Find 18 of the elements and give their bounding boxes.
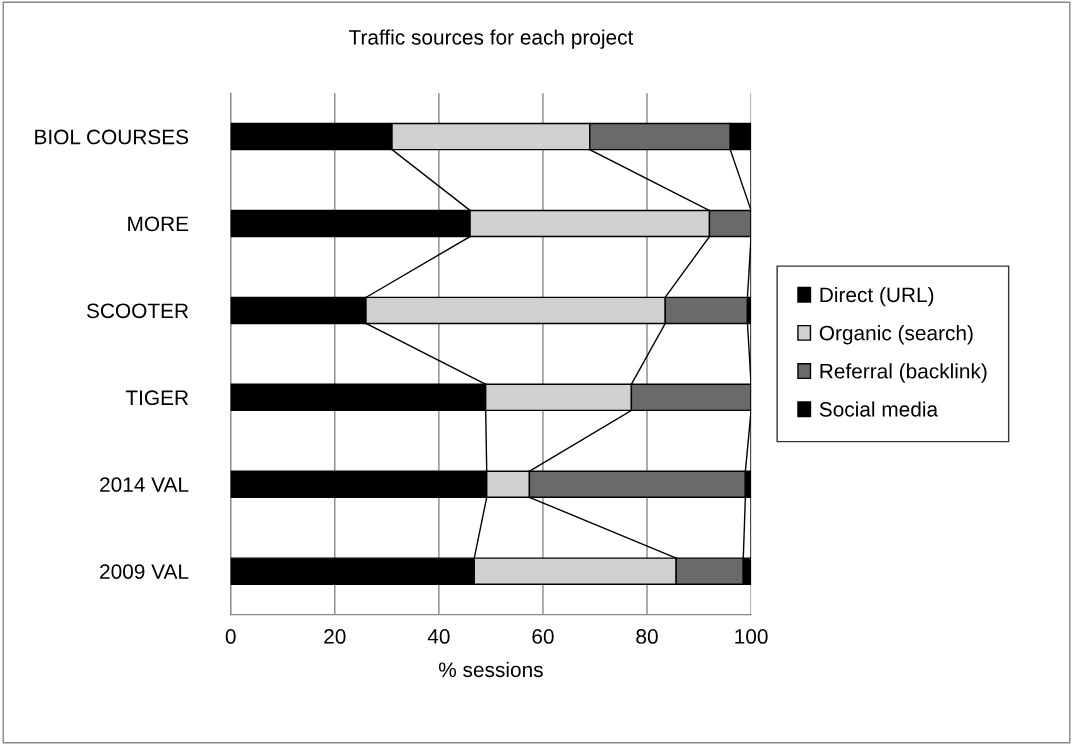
- y-tick-label: BIOL COURSES: [35, 129, 189, 145]
- chart-title: Traffic sources for each project: [348, 29, 634, 49]
- x-tick-label: 40: [427, 629, 450, 644]
- legend-label: Referral (backlink): [820, 363, 987, 383]
- y-tick-label: SCOOTER: [86, 303, 189, 319]
- y-tick-label: 2014 VAL: [100, 477, 189, 492]
- x-tick-label: 100: [735, 629, 768, 644]
- y-tick-label: MORE: [128, 216, 189, 232]
- x-tick-label: 80: [636, 629, 658, 644]
- legend-label: Organic (search): [819, 325, 973, 345]
- x-tick-label: 0: [225, 629, 236, 644]
- x-axis-title: % sessions: [438, 661, 543, 678]
- y-tick-label: 2009 VAL: [100, 564, 189, 579]
- y-tick-label: TIGER: [125, 390, 189, 406]
- x-tick-label: 60: [532, 629, 554, 644]
- legend-label: Social media: [819, 401, 939, 417]
- legend-label: Direct (URL): [820, 286, 934, 307]
- x-tick-label: 20: [324, 629, 346, 644]
